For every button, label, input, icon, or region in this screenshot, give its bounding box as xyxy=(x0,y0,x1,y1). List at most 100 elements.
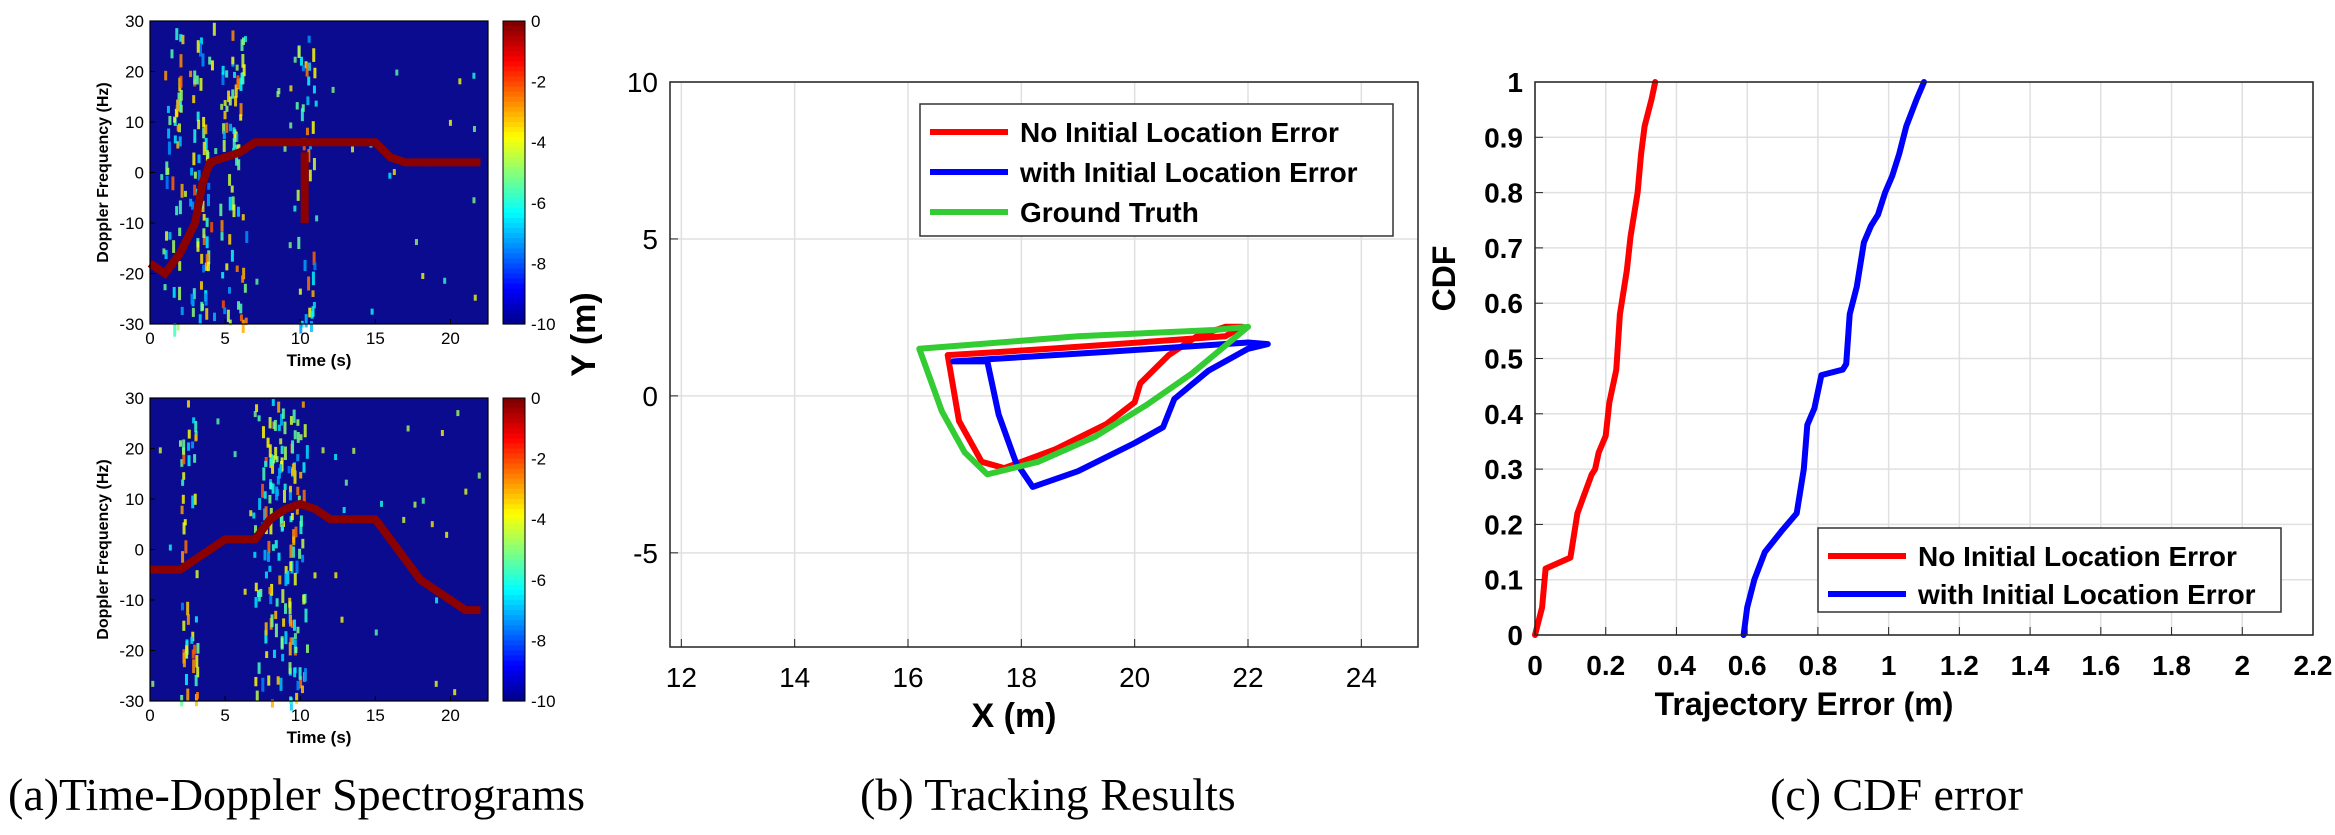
colorbar-cell xyxy=(503,288,525,295)
colorbar-cell xyxy=(503,483,525,490)
noise-cell xyxy=(282,618,286,627)
noise-cell xyxy=(228,287,232,294)
noise-cell xyxy=(176,323,180,331)
noise-cell xyxy=(268,494,272,504)
y-axis-label: Doppler Frequency (Hz) xyxy=(95,459,112,639)
noise-cell xyxy=(291,469,295,476)
colorbar-cell xyxy=(503,238,525,244)
colorbar-cell xyxy=(503,655,525,662)
caption-a: (a)Time-Doppler Spectrograms xyxy=(8,769,585,820)
colorbar-cell xyxy=(503,408,525,414)
colorbar-frame xyxy=(502,397,526,702)
noise-cell xyxy=(255,278,259,285)
noise-cell xyxy=(254,525,258,534)
noise-cell xyxy=(191,631,195,642)
noise-cell xyxy=(271,483,275,494)
noise-cell xyxy=(307,35,311,43)
noise-cell xyxy=(243,588,247,595)
noise-cell xyxy=(300,56,304,66)
noise-cell xyxy=(202,213,206,221)
noise-cell xyxy=(291,463,295,471)
colorbar-cell xyxy=(503,243,525,249)
noise-cell xyxy=(181,34,185,45)
noise-cell xyxy=(308,169,312,182)
noise-cell xyxy=(220,103,224,110)
noise-cell xyxy=(192,659,196,674)
noise-cell xyxy=(204,124,208,135)
noise-cell xyxy=(193,129,197,143)
noise-cell xyxy=(186,688,190,701)
colorbar-cell xyxy=(503,182,525,189)
noise-cell xyxy=(292,409,296,423)
colorbar-tick-label: -4 xyxy=(531,510,546,529)
noise-cell xyxy=(194,616,198,623)
noise-cell xyxy=(312,302,316,309)
noise-cell xyxy=(244,317,248,326)
noise-cell xyxy=(283,421,287,435)
noise-cell xyxy=(178,227,182,237)
colorbar-cell xyxy=(503,258,525,264)
noise-cell xyxy=(287,465,291,474)
spec1-colorbar: 0 -2 -4 -6 -8 -10 xyxy=(502,12,556,334)
colorbar-frame xyxy=(502,20,526,325)
noise-cell xyxy=(241,214,245,221)
noise-cell xyxy=(232,127,236,135)
noise-cell xyxy=(225,105,229,112)
noise-cell xyxy=(212,22,216,36)
noise-cell xyxy=(274,610,278,620)
noise-cell xyxy=(180,602,184,611)
noise-cell xyxy=(204,293,208,306)
colorbar-cell xyxy=(503,610,525,616)
noise-cell xyxy=(313,572,317,579)
noise-cell xyxy=(235,64,239,71)
noise-cell xyxy=(255,404,259,413)
colorbar-cell xyxy=(503,86,525,93)
noise-cell xyxy=(321,447,325,454)
noise-cell xyxy=(185,640,189,655)
x-tick-label: 10 xyxy=(291,706,310,725)
colorbar-cell xyxy=(503,157,525,163)
noise-cell xyxy=(239,103,243,116)
noise-cell xyxy=(178,100,182,112)
noise-cell xyxy=(268,417,272,429)
noise-cell xyxy=(192,95,196,104)
noise-cell xyxy=(189,70,193,78)
noise-cell xyxy=(303,424,307,438)
noise-cell xyxy=(313,67,317,79)
colorbar-cell xyxy=(503,438,525,445)
legend-label: with Initial Location Error xyxy=(1917,579,2256,610)
noise-cell xyxy=(307,62,311,71)
noise-cell xyxy=(295,507,299,515)
noise-cell xyxy=(195,655,199,668)
noise-cell xyxy=(231,30,235,41)
noise-cell xyxy=(195,75,199,85)
noise-cell xyxy=(307,76,311,86)
noise-cell xyxy=(231,89,235,99)
noise-cell xyxy=(223,100,227,107)
noise-cell xyxy=(315,215,319,222)
colorbar-cell xyxy=(503,605,525,611)
colorbar-cell xyxy=(503,278,525,285)
colorbar-cell xyxy=(503,223,525,229)
y-tick-label: -30 xyxy=(119,315,144,334)
x-axis-label: X (m) xyxy=(972,697,1057,735)
noise-cell xyxy=(303,668,307,682)
x-tick-label: 16 xyxy=(892,662,923,693)
colorbar-cell xyxy=(503,418,525,424)
noise-cell xyxy=(448,119,452,126)
noise-cell xyxy=(306,96,310,106)
noise-cell xyxy=(225,70,229,78)
spec2-track-0 xyxy=(150,499,481,615)
noise-cell xyxy=(314,100,318,107)
noise-cell xyxy=(184,673,188,686)
noise-cell xyxy=(214,148,218,155)
noise-cell xyxy=(196,111,200,122)
x-tick-label: 0.6 xyxy=(1728,650,1767,681)
noise-cell xyxy=(233,71,237,78)
colorbar-cell xyxy=(503,640,525,647)
tracking-axes-box xyxy=(669,81,1419,648)
noise-cell xyxy=(180,306,184,315)
noise-cell xyxy=(297,236,301,250)
colorbar-cell xyxy=(503,423,525,429)
colorbar-cell xyxy=(503,685,525,692)
